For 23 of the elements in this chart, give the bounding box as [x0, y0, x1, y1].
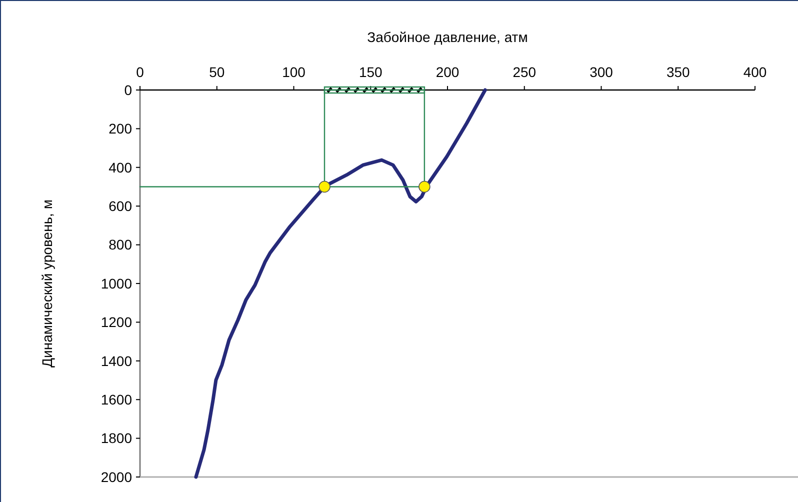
- y-tick-label: 1000: [100, 275, 132, 292]
- y-tick-label: 0: [124, 82, 132, 98]
- y-tick-label: 600: [108, 198, 132, 214]
- y-tick-label: 1600: [100, 392, 132, 408]
- y-tick-label: 200: [108, 120, 132, 137]
- x-tick-label: 350: [666, 64, 690, 80]
- x-tick-label: 100: [282, 64, 306, 80]
- x-tick-label: 150: [358, 64, 383, 80]
- x-tick-label: 200: [436, 64, 460, 80]
- y-tick-label: 1800: [100, 430, 132, 446]
- x-tick-label: 0: [136, 64, 144, 80]
- line-series: [194, 88, 487, 479]
- x-tick-label: 50: [209, 64, 225, 80]
- y-tick-label: 1200: [100, 314, 132, 330]
- x-tick-label: 250: [512, 64, 536, 80]
- y-tick-label: 400: [108, 159, 132, 176]
- y-tick-label: 800: [108, 236, 132, 253]
- y-tick-label: 2000: [100, 468, 132, 485]
- x-tick-label: 400: [743, 64, 767, 80]
- x-tick-label: 300: [590, 64, 614, 80]
- x-axis-title: Забойное давление, атм: [367, 29, 528, 45]
- y-tick-label: 1400: [100, 352, 132, 369]
- y-axis-title: Динамический уровень, м: [39, 200, 55, 368]
